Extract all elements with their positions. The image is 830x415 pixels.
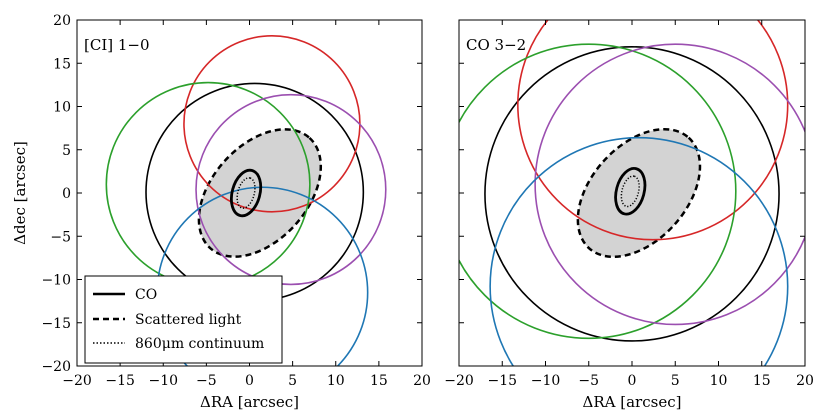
left-x-tick-label: 5 [288,373,297,389]
left-y-tick-label: −5 [50,229,71,245]
legend-label-continuum: 860μm continuum [135,336,264,352]
left-y-tick-label: −10 [41,273,71,289]
right-x-tick-label: 5 [671,373,680,389]
legend-label-scattered-light: Scattered light [135,312,242,328]
left-y-tick-label: 15 [53,56,71,72]
right-plot-area [459,20,805,366]
right-xlabel: ΔRA [arcsec] [583,393,682,411]
left-continuum-ellipse [236,177,256,209]
left-beam-circle-3 [195,93,387,286]
right-x-tick-label: 15 [753,373,771,389]
panel-left: −20 −15 −10 −5 0 5 10 15 20 −20 −15 −10 −5 0 5 10 15 20 [… [11,13,431,411]
right-beam-circle-1 [517,20,789,241]
left-x-tick-label: −20 [62,373,92,389]
right-x-tick-label: −5 [578,373,599,389]
left-x-tick-label: −5 [196,373,217,389]
left-x-tick-label: 10 [327,373,345,389]
panel-right: −20 −15 −10 −5 0 5 10 15 20 CO 3−2 ΔRA [arcsec] [444,19,814,411]
left-annotation: [CI] 1−0 [84,36,150,54]
right-x-tick-label: 0 [628,373,637,389]
left-y-tick-label: 20 [53,13,71,29]
left-x-tick-label: −15 [105,373,135,389]
right-x-tick-label: −10 [531,373,561,389]
legend-label-co: CO [135,287,157,303]
left-x-tick-label: 0 [245,373,254,389]
left-xlabel: ΔRA [arcsec] [200,393,299,411]
left-x-tick-label: 20 [413,373,431,389]
left-plot-area [105,35,387,366]
right-beam-circle-4 [489,136,789,366]
left-ylabel: Δdec [arcsec] [11,141,29,245]
left-y-tick-label: 0 [62,186,71,202]
left-y-tick-label: −15 [41,316,71,332]
right-annotation: CO 3−2 [466,36,526,54]
left-y-tick-label: 10 [53,100,71,116]
right-beam-circle-2 [459,43,737,340]
right-x-tick-label: −20 [444,373,474,389]
left-ticks: −20 −15 −10 −5 0 5 10 15 20 −20 −15 −10 −5 0 5 10 15 20 [41,13,430,389]
right-continuum-ellipse [620,175,640,208]
left-x-tick-label: −10 [148,373,178,389]
right-x-tick-label: −15 [487,373,517,389]
right-ticks: −20 −15 −10 −5 0 5 10 15 20 [444,19,814,389]
right-x-tick-label: 20 [796,373,814,389]
legend: CO Scattered light 860μm continuum [84,275,283,364]
left-y-tick-label: 5 [62,143,71,159]
right-co-ellipse [614,167,647,216]
left-x-tick-label: 15 [370,373,388,389]
right-beam-circle-0 [484,46,780,342]
left-co-ellipse [229,168,263,218]
right-x-tick-label: 10 [710,373,728,389]
left-y-tick-label: −20 [41,359,71,375]
right-beam-circle-3 [534,43,805,326]
